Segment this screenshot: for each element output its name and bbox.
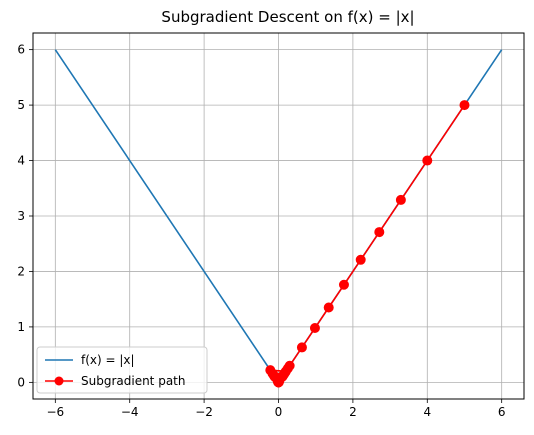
x-tick-label: −2: [195, 405, 213, 419]
grid: [33, 33, 524, 399]
series-line-1: [269, 104, 466, 384]
data-point: [459, 100, 470, 111]
y-tick-label: 6: [17, 43, 25, 57]
legend-label: Subgradient path: [81, 374, 185, 388]
data-point: [323, 302, 334, 313]
y-tick-label: 3: [17, 209, 25, 223]
y-tick-label: 4: [17, 154, 25, 168]
data-point: [374, 227, 385, 238]
legend-marker: [54, 376, 64, 386]
data-point: [296, 342, 307, 353]
x-tick-label: −4: [121, 405, 139, 419]
x-axis: −6 −4 −2 0 2 4 6: [46, 399, 506, 419]
data-point: [355, 254, 366, 265]
x-tick-label: −6: [46, 405, 64, 419]
y-axis: 0 1 2 3 4 5 6: [17, 43, 33, 389]
legend: f(x) = |x| Subgradient path: [36, 346, 208, 394]
data-point: [395, 194, 406, 205]
x-tick-label: 4: [423, 405, 431, 419]
y-tick-label: 2: [17, 264, 25, 278]
data-point: [309, 323, 320, 334]
x-tick-label: 2: [349, 405, 357, 419]
y-tick-label: 0: [17, 375, 25, 389]
chart-title: Subgradient Descent on f(x) = |x|: [161, 8, 414, 26]
y-tick-label: 1: [17, 320, 25, 334]
series-layer: [54, 49, 503, 388]
data-point: [422, 155, 433, 166]
legend-label: f(x) = |x|: [81, 353, 135, 367]
x-tick-label: 6: [498, 405, 506, 419]
data-point: [273, 377, 284, 388]
x-tick-label: 0: [275, 405, 283, 419]
legend-box: [36, 346, 208, 394]
y-tick-label: 5: [17, 98, 25, 112]
data-point: [338, 279, 349, 290]
